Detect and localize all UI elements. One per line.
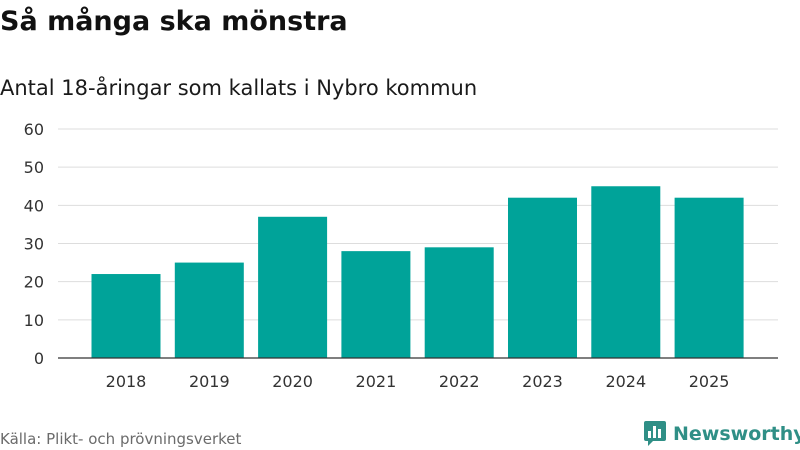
x-tick-label: 2021 (356, 372, 397, 391)
chart-title: Så många ska mönstra (0, 6, 348, 37)
chart-subtitle: Antal 18-åringar som kallats i Nybro kom… (0, 76, 478, 100)
bar-2022 (424, 247, 494, 358)
x-tick-label: 2020 (272, 372, 313, 391)
x-tick-label: 2025 (689, 372, 730, 391)
x-tick-label: 2022 (439, 372, 480, 391)
bars (91, 186, 744, 358)
y-tick-label: 0 (34, 349, 44, 368)
bar-2021 (341, 251, 411, 358)
y-tick-label: 30 (24, 235, 44, 254)
y-axis-ticks: 0 10 20 30 40 50 60 (24, 120, 44, 368)
bar-2025 (674, 197, 744, 358)
gridlines (58, 128, 778, 321)
brand-name: Newsworthy (673, 423, 800, 445)
bar-2020 (258, 216, 328, 358)
y-tick-label: 20 (24, 273, 44, 292)
brand-logo: Newsworthy (643, 419, 800, 449)
source-note: Källa: Plikt- och prövningsverket (0, 430, 242, 448)
bar-2024 (591, 186, 661, 358)
x-tick-label: 2018 (106, 372, 147, 391)
x-tick-label: 2024 (605, 372, 646, 391)
x-tick-label: 2023 (522, 372, 563, 391)
y-tick-label: 50 (24, 158, 44, 177)
bar-2023 (508, 197, 577, 358)
y-tick-label: 10 (24, 311, 44, 330)
x-tick-label: 2019 (189, 372, 230, 391)
y-tick-label: 40 (24, 196, 44, 215)
x-axis-ticks: 2018 2019 2020 2021 2022 2023 2024 2025 (106, 372, 730, 391)
y-tick-label: 60 (24, 120, 44, 139)
bar-2018 (91, 274, 161, 358)
bar-2019 (174, 262, 244, 358)
newsworthy-logo-icon (644, 421, 666, 446)
